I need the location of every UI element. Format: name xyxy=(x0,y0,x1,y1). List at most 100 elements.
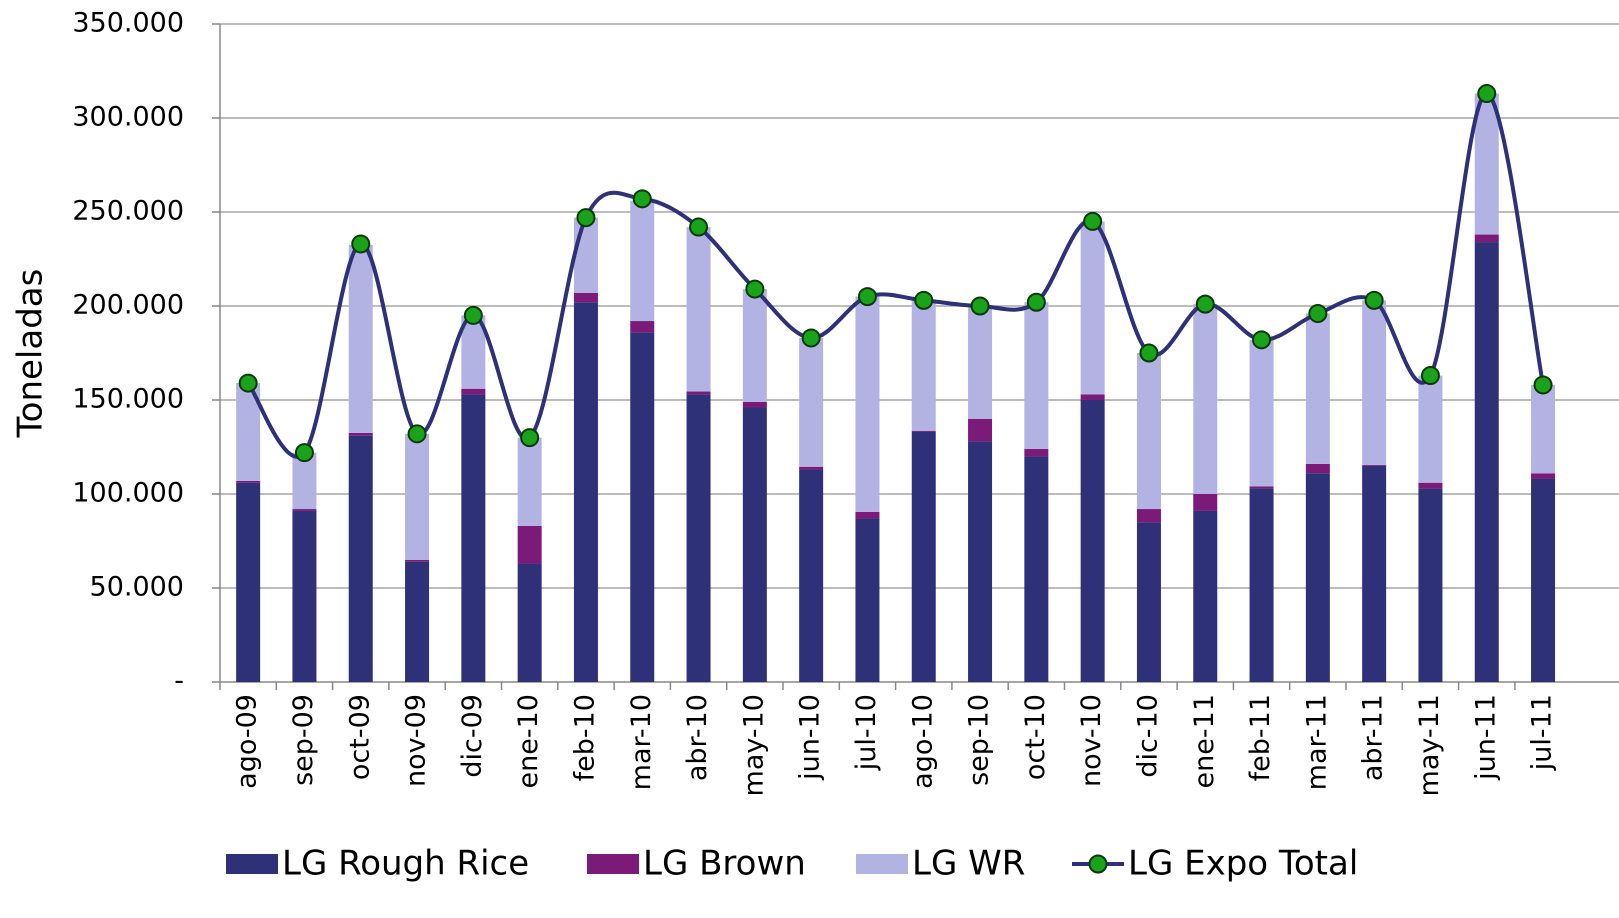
line-marker xyxy=(1477,84,1497,104)
y-tick-label: 350.000 xyxy=(72,8,184,39)
legend-label: LG WR xyxy=(912,844,1025,884)
line-marker xyxy=(520,428,540,448)
line-marker xyxy=(576,208,596,228)
bar-segment xyxy=(1024,456,1049,682)
legend-label: LG Rough Rice xyxy=(282,844,529,884)
x-tick-label: ago-09 xyxy=(232,694,263,789)
bar-segment xyxy=(911,431,936,432)
line xyxy=(246,91,1546,459)
bar-segment xyxy=(1080,394,1105,400)
bar-segment xyxy=(1418,482,1443,489)
bar-segment xyxy=(855,518,880,682)
y-tick-label: 250.000 xyxy=(72,196,184,227)
bar-segment xyxy=(1249,486,1274,489)
bar-segment xyxy=(1136,353,1161,510)
line-marker xyxy=(632,189,652,209)
bar-segment xyxy=(1362,465,1387,682)
bar-segment xyxy=(573,292,598,303)
bar-segment xyxy=(968,306,993,419)
line-marker xyxy=(238,373,258,393)
x-tick-label: mar-10 xyxy=(626,694,657,790)
bar-segment xyxy=(1193,510,1218,682)
bar-segment xyxy=(742,289,767,402)
line-marker xyxy=(1533,375,1553,395)
bar-segment xyxy=(1474,234,1499,243)
line-marker xyxy=(1195,294,1215,314)
y-tick-label: 50.000 xyxy=(90,572,184,603)
x-tick-label: feb-11 xyxy=(1245,694,1276,781)
bar-segment xyxy=(236,482,261,682)
line-marker xyxy=(1139,343,1159,363)
x-tick-label: jul-11 xyxy=(1527,694,1558,771)
y-tick-label: 200.000 xyxy=(72,290,184,321)
bar-segment xyxy=(630,200,655,322)
line-marker xyxy=(1420,366,1440,386)
x-tick-label: dic-10 xyxy=(1132,694,1163,778)
bar-segment xyxy=(517,437,542,526)
bar-segment xyxy=(1531,384,1556,474)
x-tick-label: mar-11 xyxy=(1301,694,1332,790)
bar-segment xyxy=(1249,339,1274,487)
line-marker xyxy=(745,279,765,299)
bar-segment xyxy=(1193,494,1218,511)
bar-segment xyxy=(1305,473,1330,682)
legend-swatch xyxy=(856,854,908,874)
y-tick-label: - xyxy=(174,666,184,697)
legend-marker xyxy=(1088,854,1108,874)
bar-segment xyxy=(405,561,430,682)
bar-segment xyxy=(348,244,373,433)
x-tick-label: feb-10 xyxy=(569,694,600,781)
bar-segment xyxy=(855,296,880,512)
line-marker xyxy=(1083,211,1103,231)
bar-segment xyxy=(1418,375,1443,483)
bar-segment xyxy=(799,466,824,470)
bar-segment xyxy=(1362,464,1387,466)
line-marker xyxy=(463,305,483,325)
line-marker xyxy=(1026,292,1046,312)
bar-segment xyxy=(799,469,824,682)
bar-segment xyxy=(686,391,711,395)
bar-segment xyxy=(686,394,711,682)
legend-label: LG Brown xyxy=(643,844,806,884)
line-marker xyxy=(294,443,314,463)
y-tick-label: 150.000 xyxy=(72,384,184,415)
x-tick-label: jun-11 xyxy=(1470,694,1501,781)
x-tick-label: nov-09 xyxy=(401,694,432,787)
bar-segment xyxy=(348,435,373,682)
bar-segment xyxy=(1531,478,1556,682)
bar-segment xyxy=(348,432,373,436)
bar-segment xyxy=(405,433,430,560)
bar-segment xyxy=(236,480,261,483)
bar-segment xyxy=(911,300,936,432)
legend-swatch xyxy=(587,854,639,874)
line-marker xyxy=(801,328,821,348)
bar-segment xyxy=(405,559,430,562)
bar-segment xyxy=(799,337,824,467)
bar-segment xyxy=(461,315,486,389)
bar-segment xyxy=(1305,313,1330,464)
line-marker xyxy=(1364,290,1384,310)
x-tick-label: nov-10 xyxy=(1076,694,1107,787)
x-tick-label: ene-11 xyxy=(1189,694,1220,788)
line-marker xyxy=(914,290,934,310)
bar-segment xyxy=(1305,463,1330,474)
bar-segment xyxy=(292,510,317,682)
bar-segment xyxy=(1249,488,1274,682)
bar-segment xyxy=(517,563,542,682)
bar-segment xyxy=(1193,304,1218,494)
bar-segment xyxy=(1080,221,1105,395)
bar-segment xyxy=(1024,302,1049,449)
bar-segment xyxy=(461,394,486,682)
line-marker xyxy=(857,287,877,307)
bar-segment xyxy=(1418,488,1443,682)
line-marker xyxy=(407,424,427,444)
x-tick-label: dic-09 xyxy=(457,694,488,778)
bar-segment xyxy=(742,407,767,682)
bar-segment xyxy=(1474,242,1499,682)
x-tick-label: sep-09 xyxy=(288,694,319,786)
bar-segment xyxy=(517,525,542,564)
y-axis-label: Toneladas xyxy=(11,269,51,439)
x-tick-label: may-11 xyxy=(1414,694,1445,796)
y-tick-label: 300.000 xyxy=(72,102,184,133)
